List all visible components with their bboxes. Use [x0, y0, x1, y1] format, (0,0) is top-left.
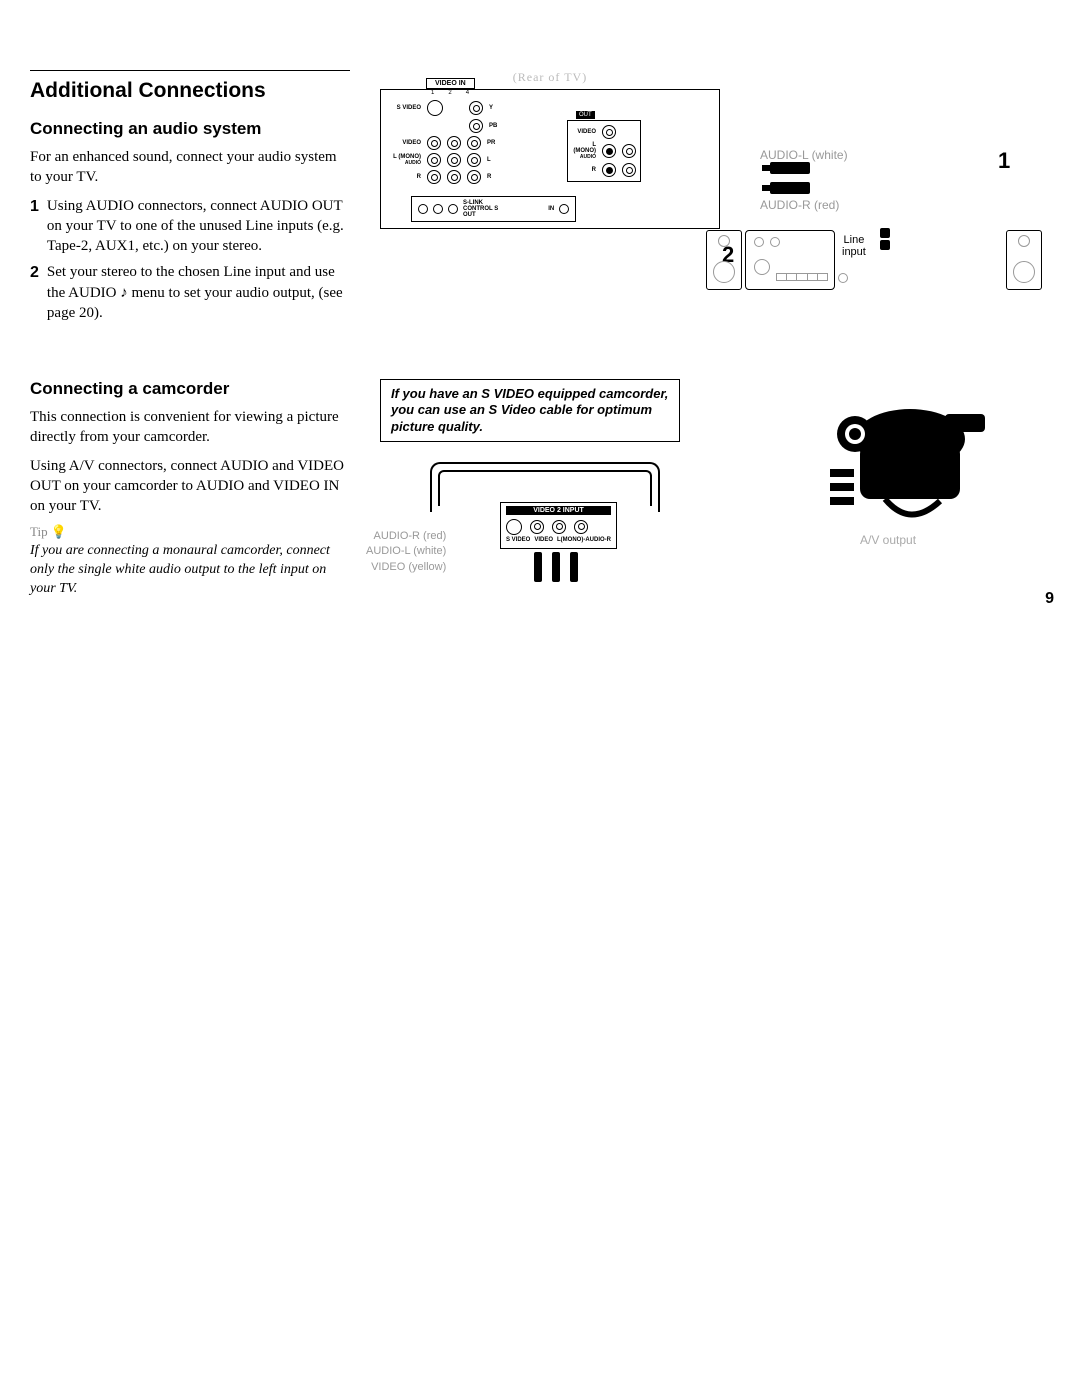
audio-l-cable-label: AUDIO-L (white): [760, 148, 848, 162]
audio-l-jack-3: [467, 153, 481, 167]
svideo-jack: [427, 100, 443, 116]
slink-panel: S-LINKCONTROL SOUT IN: [411, 196, 576, 222]
out-audio-l-jack: [602, 144, 616, 158]
camcorder-p2: Using A/V connectors, connect AUDIO and …: [30, 456, 350, 517]
cable-plug-video-icon: [534, 552, 542, 582]
svideo-tip-box: If you have an S VIDEO equipped camcorde…: [380, 379, 680, 442]
video-label: VIDEO: [389, 140, 421, 146]
front-audio-l-jack: [552, 520, 566, 534]
pb-jack: [469, 119, 483, 133]
lmono-label: L (MONO)AUDIO: [389, 154, 421, 166]
audio-steps: 1 Using AUDIO connectors, connect AUDIO …: [30, 196, 350, 324]
speaker-right-icon: [1006, 230, 1042, 290]
out-tab: OUT: [576, 111, 595, 119]
cable-labels: AUDIO-R (red) AUDIO-L (white) VIDEO (yel…: [366, 529, 446, 575]
front-svideo-jack: [506, 519, 522, 535]
video-in-tab: VIDEO IN: [426, 78, 475, 89]
step-number: 2: [30, 262, 39, 323]
camcorder-section: Connecting a camcorder This connection i…: [30, 379, 1050, 609]
audio-diagram: (Rear of TV) VIDEO IN 124 S VIDEO Y: [370, 70, 1050, 300]
slink-jack-1: [418, 204, 428, 214]
video-yellow-label: VIDEO (yellow): [366, 560, 446, 575]
speaker-left-icon: [706, 230, 742, 290]
front-audio-r-jack: [574, 520, 588, 534]
tip-label: Tip 💡: [30, 524, 370, 540]
av-output-label: A/V output: [860, 533, 916, 547]
video2-input-tab: VIDEO 2 INPUT: [506, 506, 611, 515]
r-label: R: [389, 174, 421, 180]
audio-l-jack-2: [447, 153, 461, 167]
svideo-label: S VIDEO: [389, 105, 421, 111]
pr-jack: [467, 136, 481, 150]
audio-step-1: 1 Using AUDIO connectors, connect AUDIO …: [30, 196, 350, 257]
audio-section: Additional Connections Connecting an aud…: [30, 70, 1050, 329]
step-text: Using AUDIO connectors, connect AUDIO OU…: [47, 196, 350, 257]
cable-plug-l-icon: [770, 162, 810, 174]
camcorder-heading: Connecting a camcorder: [30, 379, 370, 399]
line-input-label: Lineinput: [842, 234, 866, 258]
stereo-receiver-icon: [745, 230, 835, 290]
out-panel: OUT VIDEO L (MONO)AUDIO R: [567, 120, 641, 182]
camcorder-text-column: Connecting a camcorder This connection i…: [30, 379, 370, 599]
section-rule: [30, 70, 350, 71]
tip-text: If you are connecting a monaural camcord…: [30, 542, 350, 599]
video-jack-1: [427, 136, 441, 150]
slink-jack-3: [448, 204, 458, 214]
out-video-jack: [602, 125, 616, 139]
audio-intro: For an enhanced sound, connect your audi…: [30, 147, 350, 188]
callout-1: 1: [998, 148, 1010, 174]
slink-jack-2: [433, 204, 443, 214]
cable-plug-audio-l-icon: [552, 552, 560, 582]
section-title: Additional Connections: [30, 79, 370, 103]
camcorder-icon: A/V output: [790, 389, 1000, 559]
front-video-jack: [530, 520, 544, 534]
y-label: Y: [489, 105, 493, 111]
audio-text-column: Additional Connections Connecting an aud…: [30, 70, 370, 329]
tv-front-panel: VIDEO 2 INPUT S VIDEO VIDEO L(MONO)-AUDI…: [430, 462, 660, 632]
step-number: 1: [30, 196, 39, 257]
out-audio-r-jack: [602, 163, 616, 177]
audio-r-jack-1: [427, 170, 441, 184]
video-jack-2: [447, 136, 461, 150]
page-number: 9: [1045, 590, 1054, 608]
audio-r-label: AUDIO-R (red): [366, 529, 446, 544]
out-audio-r-jack-2: [622, 163, 636, 177]
audio-l-jack-1: [427, 153, 441, 167]
front-video-label: VIDEO: [534, 537, 553, 543]
audio-heading: Connecting an audio system: [30, 119, 370, 139]
audio-l-label: AUDIO-L (white): [366, 544, 446, 559]
slink-in-jack: [559, 204, 569, 214]
pr-label: PR: [487, 140, 495, 146]
camcorder-diagram: If you have an S VIDEO equipped camcorde…: [370, 379, 1050, 609]
audio-r-jack-3: [467, 170, 481, 184]
cable-plug-r-icon: [770, 182, 810, 194]
audio-step-2: 2 Set your stereo to the chosen Line inp…: [30, 262, 350, 323]
camcorder-p1: This connection is convenient for viewin…: [30, 407, 350, 448]
front-audio-label: L(MONO)-AUDIO-R: [557, 537, 611, 543]
cable-plug-audio-r-icon: [570, 552, 578, 582]
pb-label: PB: [489, 123, 497, 129]
video2-input-panel: VIDEO 2 INPUT S VIDEO VIDEO L(MONO)-AUDI…: [500, 502, 617, 549]
audio-r-jack-2: [447, 170, 461, 184]
y-jack: [469, 101, 483, 115]
front-svideo-label: S VIDEO: [506, 537, 530, 543]
step-text: Set your stereo to the chosen Line input…: [47, 262, 350, 323]
out-audio-l-jack-2: [622, 144, 636, 158]
tv-rear-panel: VIDEO IN 124 S VIDEO Y PB: [380, 89, 720, 229]
audio-r-cable-label: AUDIO-R (red): [760, 198, 839, 212]
